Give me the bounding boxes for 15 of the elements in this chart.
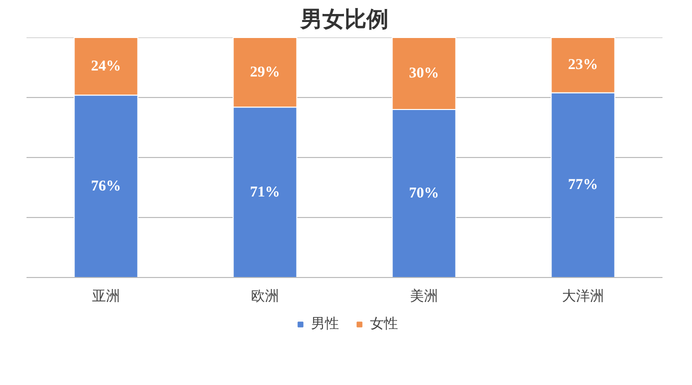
x-tick-label: 亚洲	[92, 288, 120, 304]
x-tick-label: 大洋洲	[562, 288, 604, 304]
x-tick-label: 美洲	[410, 288, 438, 304]
data-label: 76%	[91, 178, 121, 194]
chart-title: 男女比例	[300, 8, 388, 32]
data-label: 70%	[409, 186, 439, 202]
data-label: 24%	[91, 58, 121, 74]
data-label: 71%	[250, 184, 280, 200]
data-label: 29%	[250, 64, 280, 80]
data-label: 30%	[409, 66, 439, 82]
data-label: 23%	[568, 57, 598, 74]
x-tick-label: 欧洲	[251, 288, 279, 304]
data-label: 77%	[568, 177, 598, 194]
legend-label: 男性	[311, 315, 339, 333]
legend-label: 女性	[370, 315, 398, 333]
